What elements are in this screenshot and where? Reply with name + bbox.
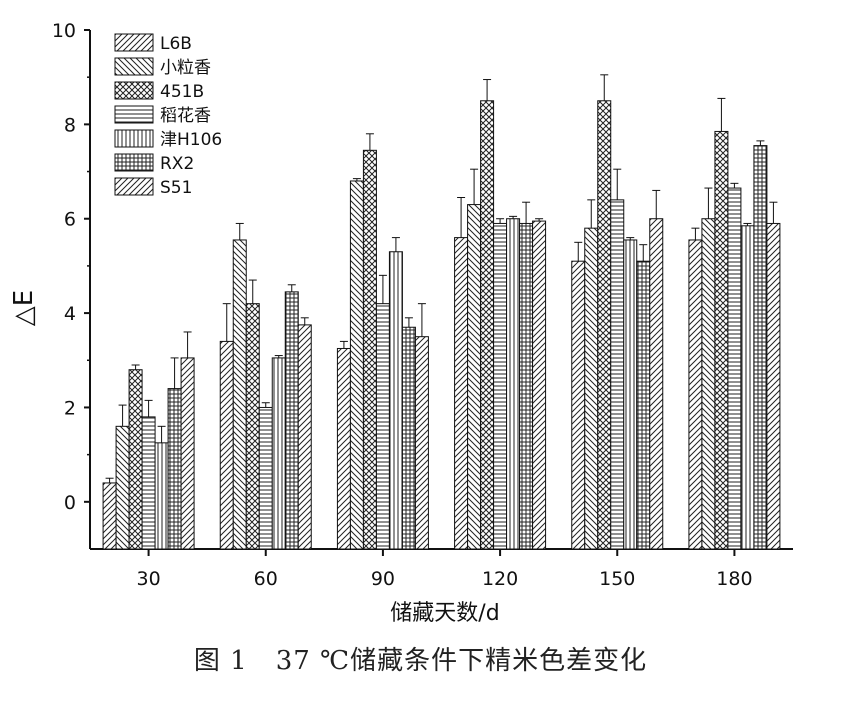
bar <box>493 222 508 550</box>
bar <box>401 326 416 550</box>
legend-swatch <box>114 129 154 148</box>
bar <box>727 187 742 550</box>
bar <box>115 425 130 550</box>
legend-swatch <box>114 81 154 100</box>
legend-swatch <box>114 153 154 172</box>
bar <box>740 225 755 550</box>
bar <box>284 291 299 550</box>
bar <box>245 303 260 550</box>
x-tick-label: 120 <box>482 568 518 590</box>
bar <box>388 251 403 550</box>
bar <box>375 303 390 550</box>
legend-label: 稻花香 <box>160 106 211 126</box>
x-tick-label: 150 <box>599 568 635 590</box>
legend-label: 津H106 <box>160 130 222 150</box>
bar <box>597 100 612 550</box>
bar <box>480 100 495 550</box>
bar <box>636 260 651 550</box>
figure-caption: 图 1 37 ℃储藏条件下精米色差变化 <box>0 640 841 677</box>
x-axis-label: 储藏天数/d <box>390 601 499 626</box>
y-axis-label: △E <box>9 290 39 326</box>
bar <box>753 145 768 550</box>
x-tick-label: 30 <box>136 568 160 590</box>
y-tick-label: 4 <box>64 303 76 325</box>
y-tick-label: 0 <box>64 492 76 514</box>
bar <box>467 204 482 550</box>
bar <box>623 239 638 550</box>
bar <box>297 324 312 550</box>
bar <box>271 357 286 550</box>
y-tick-label: 6 <box>64 209 76 231</box>
bar <box>701 218 716 550</box>
bar <box>506 218 521 550</box>
figure-caption-text: 37 ℃储藏条件下精米色差变化 <box>275 646 648 676</box>
bar <box>766 222 781 550</box>
y-tick-label: 8 <box>64 114 76 136</box>
bar <box>532 220 547 550</box>
bar <box>610 199 625 550</box>
bar <box>336 347 351 550</box>
bar <box>414 336 429 550</box>
bar-chart: 0 2 4 6 8 10 30 60 90 120 150 180 L6B 小粒香 451B 稻花香津H10… <box>9 20 793 626</box>
y-tick-label: 10 <box>52 20 76 42</box>
bar <box>128 369 143 550</box>
bar <box>102 482 117 550</box>
bar <box>154 442 169 550</box>
y-tick-label: 2 <box>64 397 76 419</box>
legend-swatch <box>114 105 154 124</box>
bar <box>167 388 182 550</box>
legend-label: RX2 <box>160 154 194 174</box>
bar <box>180 357 195 550</box>
legend-label: S51 <box>160 178 192 198</box>
bar <box>714 130 729 550</box>
bar <box>584 227 599 550</box>
bar <box>362 149 377 550</box>
figure-caption-label: 图 1 <box>193 646 248 676</box>
legend-label: L6B <box>160 34 192 54</box>
bar <box>232 239 247 550</box>
bar <box>219 340 234 550</box>
x-tick-label: 180 <box>716 568 752 590</box>
bar <box>649 218 664 550</box>
legend-label: 小粒香 <box>160 58 211 78</box>
legend-label: 451B <box>160 82 204 102</box>
legend-swatch <box>114 57 154 76</box>
bar <box>454 237 469 550</box>
legend-swatch <box>114 177 154 196</box>
bar <box>571 260 586 550</box>
legend-swatch <box>114 33 154 52</box>
bar <box>141 416 156 550</box>
x-tick-label: 60 <box>254 568 278 590</box>
bar <box>519 222 534 550</box>
x-tick-label: 90 <box>371 568 395 590</box>
bar <box>688 239 703 550</box>
bar <box>349 180 364 550</box>
bar <box>258 406 273 550</box>
